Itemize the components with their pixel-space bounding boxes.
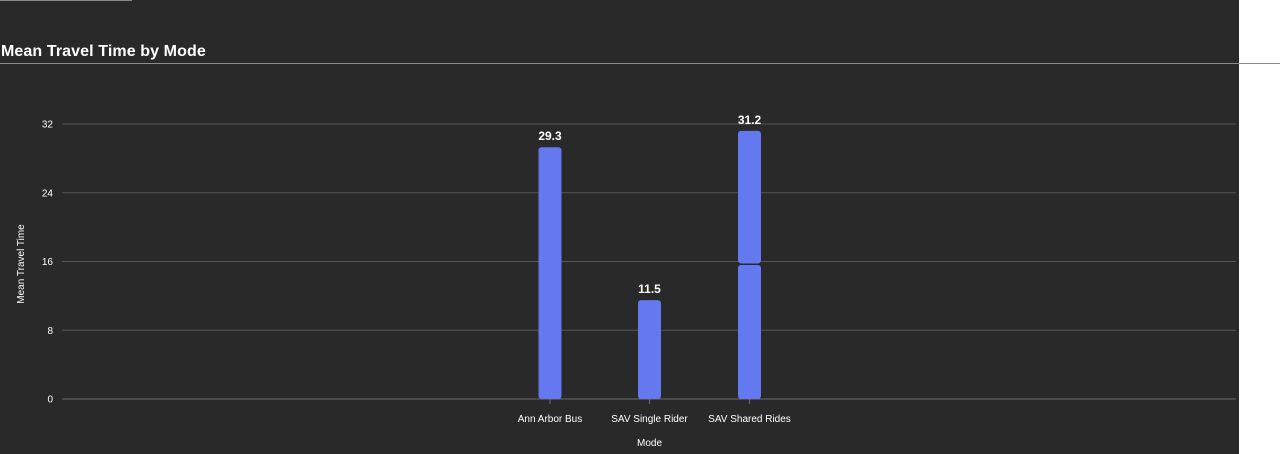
y-tick-label: 0 [47,395,53,406]
bar [638,300,661,399]
bar-value-label: 11.5 [638,282,661,296]
bar [738,130,761,264]
x-axis-ticks: Ann Arbor Bus SAV Single Rider SAV Shared … [518,399,791,425]
bar-value-label: 29.3 [538,129,562,143]
value-labels: 29.3 11.5 31.2 [538,113,761,296]
y-axis-label: Mean Travel Time [16,224,27,304]
bar-value-label: 31.2 [738,113,762,127]
y-axis-ticks: 0 8 16 24 32 [42,120,54,406]
bar-chart: 0 8 16 24 32 29.3 11.5 31.2 Ann Arbor Bus SAV S… [16,113,1236,449]
y-tick-label: 32 [42,120,54,131]
y-tick-label: 8 [47,326,53,337]
x-tick-label: SAV Shared Rides [708,414,791,425]
y-tick-label: 24 [42,188,54,199]
y-tick-label: 16 [42,257,54,268]
bar [738,264,761,399]
title-divider [0,63,1280,64]
x-axis-label: Mode [637,438,662,449]
x-tick-label: Ann Arbor Bus [518,414,582,425]
x-tick-label: SAV Single Rider [611,414,688,425]
bars [538,130,761,399]
chart-title: Mean Travel Time by Mode [1,43,206,60]
tab-underline [0,0,132,1]
bar [538,147,562,399]
